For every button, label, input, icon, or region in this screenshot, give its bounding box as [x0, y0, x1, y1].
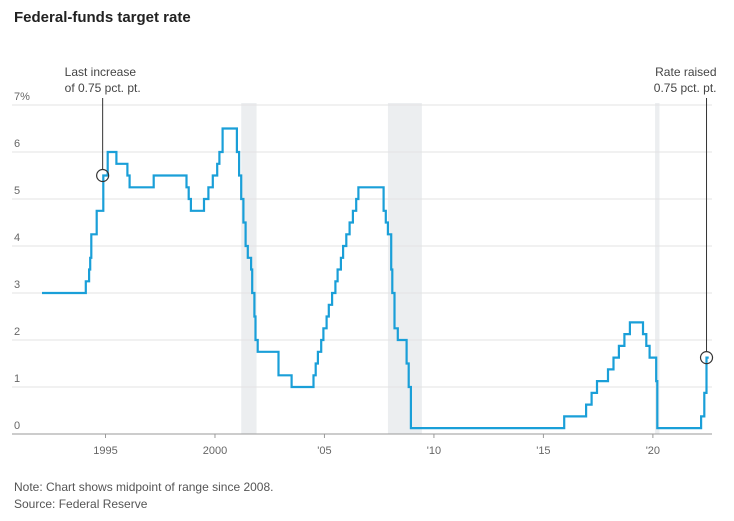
- x-tick-label: '20: [646, 445, 660, 457]
- annotation-text: Last increase: [65, 65, 137, 79]
- chart-source: Source: Federal Reserve: [14, 497, 148, 511]
- y-tick-label: 3: [14, 279, 20, 291]
- x-tick-label: '10: [427, 445, 441, 457]
- annotation-text: Rate raised: [655, 65, 716, 79]
- line-chart: 0 1 2 3 4 5 6 7% 1995 2000 '05 '10 '15 '20 Last incr…: [12, 65, 717, 457]
- annotation-marker: [699, 351, 714, 365]
- y-tick-label: 6: [14, 138, 20, 150]
- chart-title: Federal-funds target rate: [14, 9, 191, 26]
- y-tick-label: 7%: [14, 91, 30, 103]
- y-tick-label: 0: [14, 420, 20, 432]
- x-axis-ticks: 1995 2000 '05 '10 '15 '20: [93, 434, 660, 457]
- chart-footer: Note: Chart shows midpoint of range sinc…: [14, 479, 273, 513]
- gridlines: [12, 104, 712, 435]
- y-tick-label: 4: [14, 232, 20, 244]
- x-tick-label: '15: [536, 445, 550, 457]
- annotation-text: of 0.75 pct. pt.: [65, 81, 141, 95]
- x-tick-label: 1995: [93, 445, 117, 457]
- y-tick-label: 1: [14, 373, 20, 385]
- recession-band: [387, 103, 422, 434]
- x-tick-label: 2000: [203, 445, 227, 457]
- series-layer: [42, 127, 709, 430]
- recession-band: [655, 103, 660, 434]
- y-axis-ticks: 0 1 2 3 4 5 6 7%: [14, 91, 30, 432]
- y-tick-label: 5: [14, 185, 20, 197]
- annotation-text: 0.75 pct. pt.: [654, 81, 717, 95]
- annotations-layer: Last increase of 0.75 pct. pt. Rate raised…: [65, 65, 717, 365]
- y-tick-label: 2: [14, 326, 20, 338]
- rate-line: [42, 127, 709, 430]
- chart-note: Note: Chart shows midpoint of range sinc…: [14, 480, 274, 494]
- x-tick-label: '05: [317, 445, 331, 457]
- recession-band: [241, 103, 257, 434]
- recession-shading: [241, 103, 660, 434]
- annotation-marker: [96, 168, 110, 183]
